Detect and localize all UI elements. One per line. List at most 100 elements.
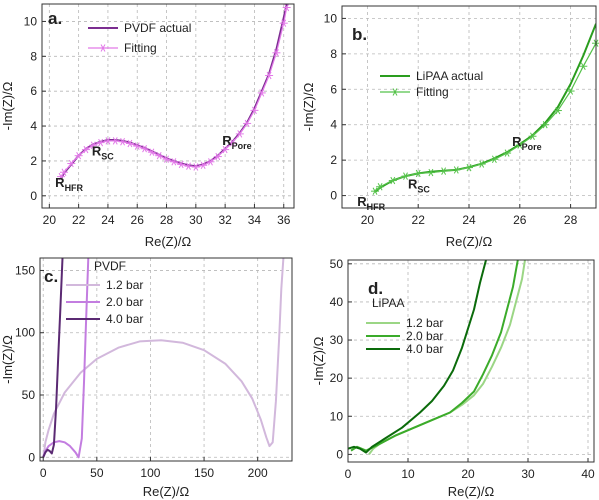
legend-label-3: 4.0 bar xyxy=(106,312,143,326)
data-point-marker xyxy=(169,158,178,166)
x-tick-label: 0 xyxy=(345,467,352,481)
data-point-marker xyxy=(477,160,486,168)
data-point-marker-stroke xyxy=(403,172,408,180)
data-point-marker xyxy=(125,139,134,148)
y-tick-label: 4 xyxy=(330,118,337,132)
data-point-marker-stroke xyxy=(453,166,459,174)
series-line-1 xyxy=(42,258,285,458)
data-point-marker xyxy=(528,132,537,140)
series-line-3 xyxy=(42,258,64,458)
data-point-marker-stroke xyxy=(90,141,96,149)
y-tick-label: 10 xyxy=(330,409,344,423)
data-point-marker xyxy=(206,158,215,166)
annotation-subscript: Pore xyxy=(522,142,542,152)
data-point-marker-stroke xyxy=(266,71,272,80)
data-point-marker xyxy=(414,169,423,178)
data-point-marker-stroke xyxy=(252,106,257,115)
data-point-marker-stroke xyxy=(120,138,126,146)
data-point-marker xyxy=(184,162,193,170)
data-point-marker xyxy=(257,89,266,97)
legend-marker xyxy=(391,88,399,96)
data-point-marker-stroke xyxy=(164,155,169,163)
data-point-marker-stroke xyxy=(390,176,396,185)
data-point-marker-stroke xyxy=(76,151,82,160)
data-point-marker-stroke xyxy=(237,130,243,138)
x-tick-label: 40 xyxy=(581,467,595,481)
y-tick-label: 20 xyxy=(330,371,344,385)
data-point-marker xyxy=(452,166,461,174)
data-point-marker xyxy=(282,3,291,12)
series-line-3 xyxy=(348,260,487,454)
data-point-marker xyxy=(279,19,288,27)
legend-label-1: LiPAA actual xyxy=(416,69,483,83)
data-point-marker xyxy=(133,142,142,150)
panel-letter: b. xyxy=(352,25,367,44)
x-tick-label: 26 xyxy=(131,213,145,227)
y-tick-label: 50 xyxy=(22,388,36,402)
legend-marker-stroke xyxy=(392,88,398,96)
x-tick-label: 26 xyxy=(513,213,527,227)
data-point-marker xyxy=(250,106,259,115)
data-point-marker-stroke xyxy=(230,138,235,147)
legend-label-1: PVDF actual xyxy=(124,21,191,35)
x-tick-label: 20 xyxy=(43,213,57,227)
legend-marker-stroke xyxy=(100,44,106,52)
y-tick-label: 0 xyxy=(336,447,343,461)
data-point-marker-stroke xyxy=(142,145,147,153)
legend-label-2: Fitting xyxy=(124,41,157,55)
data-point-marker xyxy=(541,121,550,129)
legend-label-1: 1.2 bar xyxy=(406,316,443,330)
data-point-marker xyxy=(243,119,252,128)
y-tick-label: 0 xyxy=(30,189,37,203)
data-point-marker xyxy=(401,172,410,180)
annotation-subscript: HFR xyxy=(367,202,386,212)
data-point-marker-stroke xyxy=(222,145,228,154)
y-tick-label: 10 xyxy=(24,14,38,28)
x-tick-label: 50 xyxy=(90,466,104,480)
data-point-marker-stroke xyxy=(61,168,67,176)
data-point-marker xyxy=(96,138,105,147)
data-point-marker-stroke xyxy=(171,158,177,166)
data-point-marker xyxy=(147,148,156,156)
y-axis-label: -Im(Z)/Ω xyxy=(301,82,316,131)
y-tick-label: 2 xyxy=(30,154,37,168)
data-point-marker-stroke xyxy=(134,142,140,150)
data-point-marker xyxy=(111,137,120,145)
x-axis-label: Re(Z)/Ω xyxy=(448,484,495,499)
data-point-marker-stroke xyxy=(215,152,221,161)
y-tick-label: 30 xyxy=(330,333,344,347)
x-tick-label: 30 xyxy=(189,213,203,227)
data-point-marker-stroke xyxy=(479,160,485,168)
data-point-marker xyxy=(74,151,83,160)
annotation-subscript: HFR xyxy=(65,183,84,193)
data-point-marker xyxy=(177,160,186,169)
data-point-marker-stroke xyxy=(98,138,104,147)
data-point-marker xyxy=(81,145,90,154)
data-point-marker xyxy=(371,187,380,195)
data-point-marker xyxy=(553,106,562,115)
x-tick-label: 0 xyxy=(40,466,47,480)
data-point-marker xyxy=(140,145,149,153)
y-tick-label: 0 xyxy=(330,189,337,203)
data-point-marker-stroke xyxy=(568,87,574,95)
annotation-main: R xyxy=(222,133,232,148)
y-tick-label: 4 xyxy=(30,119,37,133)
annotation-subscript: SC xyxy=(417,185,430,195)
y-tick-label: 2 xyxy=(330,153,337,167)
x-tick-label: 24 xyxy=(462,213,476,227)
legend-label-3: 4.0 bar xyxy=(406,342,443,356)
data-point-marker xyxy=(439,167,448,175)
data-point-marker-stroke xyxy=(259,89,265,97)
data-point-marker-stroke xyxy=(200,161,206,169)
annotation-label-2: RSC xyxy=(92,144,114,162)
data-point-marker-stroke xyxy=(530,132,535,140)
y-axis-label: -Im(Z)/Ω xyxy=(0,81,15,130)
annotation-label-1: RHFR xyxy=(55,175,83,193)
data-point-marker xyxy=(235,130,244,138)
data-point-marker-stroke xyxy=(83,145,89,154)
data-point-marker-stroke xyxy=(68,159,74,168)
data-point-marker-stroke xyxy=(156,151,162,160)
legend-label-2: 2.0 bar xyxy=(106,295,143,309)
y-tick-label: 150 xyxy=(15,263,35,277)
